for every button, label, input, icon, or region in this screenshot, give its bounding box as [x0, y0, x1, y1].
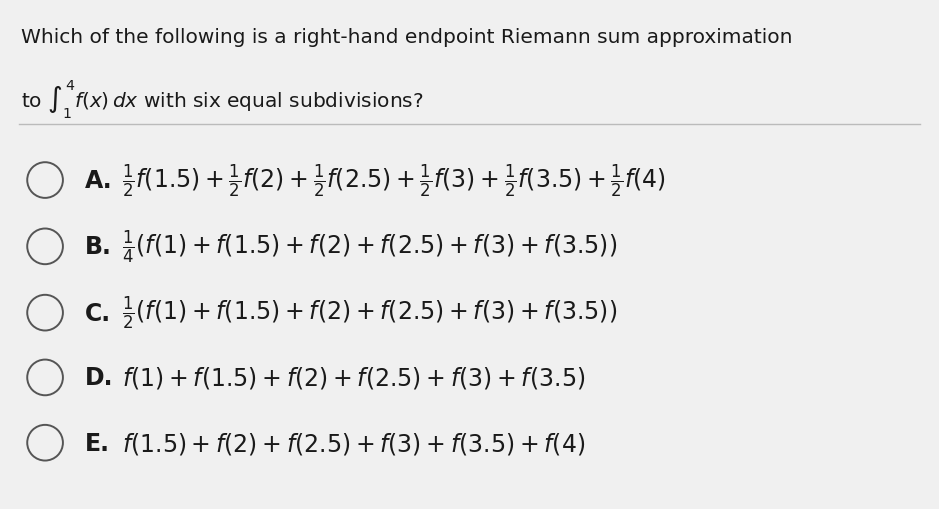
Text: $\frac{1}{2}(f(1) + f(1.5) + f(2) + f(2.5) + f(3) + f(3.5))$: $\frac{1}{2}(f(1) + f(1.5) + f(2) + f(2.… — [122, 294, 617, 332]
Text: $f(1.5) + f(2) + f(2.5) + f(3) + f(3.5) + f(4)$: $f(1.5) + f(2) + f(2.5) + f(3) + f(3.5) … — [122, 430, 585, 456]
Text: $f(1) + f(1.5) + f(2) + f(2.5) + f(3) + f(3.5)$: $f(1) + f(1.5) + f(2) + f(2.5) + f(3) + … — [122, 365, 585, 390]
Text: C.: C. — [85, 301, 111, 325]
Text: B.: B. — [85, 235, 112, 259]
Text: E.: E. — [85, 431, 110, 455]
Text: $\frac{1}{4}(f(1) + f(1.5) + f(2) + f(2.5) + f(3) + f(3.5))$: $\frac{1}{4}(f(1) + f(1.5) + f(2) + f(2.… — [122, 228, 617, 266]
Text: Which of the following is a right-hand endpoint Riemann sum approximation: Which of the following is a right-hand e… — [21, 28, 793, 47]
Text: D.: D. — [85, 365, 113, 390]
Text: $\frac{1}{2}f(1.5) + \frac{1}{2}f(2) + \frac{1}{2}f(2.5) + \frac{1}{2}f(3) + \fr: $\frac{1}{2}f(1.5) + \frac{1}{2}f(2) + \… — [122, 162, 666, 200]
Text: A.: A. — [85, 168, 112, 193]
Text: to $\int_1^4 f(x)\,dx$ with six equal subdivisions?: to $\int_1^4 f(x)\,dx$ with six equal su… — [21, 79, 423, 121]
